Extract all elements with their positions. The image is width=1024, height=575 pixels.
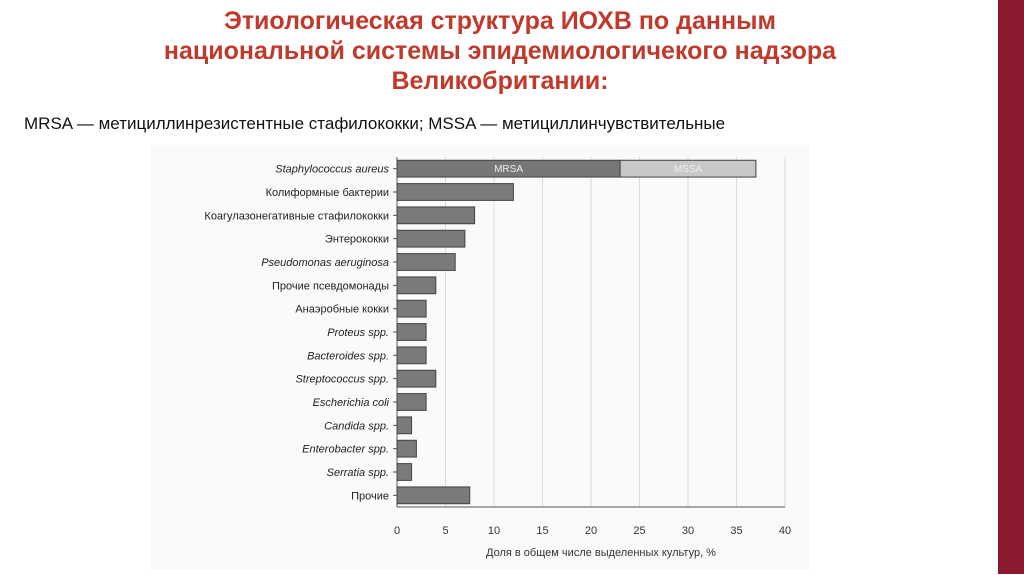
category-label-0: Staphylococcus aureus <box>275 164 389 176</box>
slide-title-line-3: Великобритании: <box>391 67 609 95</box>
category-label-2: Коагулазонегативные стафилококки <box>204 210 389 222</box>
slide-title-line-2: национальной системы эпидемиологичекого … <box>163 37 837 65</box>
bar-7 <box>396 323 427 341</box>
x-tick-label-5: 25 <box>633 525 645 537</box>
bar-4 <box>396 253 456 271</box>
category-label-3: Энтерококки <box>325 234 389 246</box>
bar-6 <box>396 299 427 318</box>
chart-container: 0 5 10 15 20 25 30 35 40 Доля в общем числе выдел… <box>150 145 810 570</box>
category-label-1: Колиформные бактерии <box>266 187 389 199</box>
category-label-14: Прочие <box>351 490 389 502</box>
x-tick-label-0: 0 <box>394 525 400 537</box>
category-label-7: Proteus spp. <box>327 327 389 339</box>
bar-13 <box>396 463 413 481</box>
bar-3 <box>396 229 466 248</box>
x-tick-label-8: 40 <box>779 525 791 537</box>
bar-segment-mssa <box>619 159 757 178</box>
x-tick-label-6: 30 <box>682 525 694 537</box>
bar-10 <box>396 393 427 411</box>
category-label-12: Enterobacter spp. <box>302 444 389 456</box>
x-tick-label-4: 20 <box>585 525 597 537</box>
slide-title-line-1: Этиологическая структура ИОХВ по данным <box>224 7 776 35</box>
bar-8 <box>396 346 427 365</box>
bar-14 <box>396 486 471 505</box>
bar-chart: 0 5 10 15 20 25 30 35 40 Доля в общем числе выдел… <box>204 157 791 559</box>
category-label-5: Прочие псевдомонады <box>272 280 389 292</box>
slide-subtitle: MRSA — метициллинрезистентные стафилокок… <box>24 114 726 133</box>
bar-2 <box>396 206 476 225</box>
bar-12 <box>396 439 417 458</box>
bar-1 <box>396 183 514 201</box>
bar-9 <box>396 369 437 388</box>
bar-11 <box>396 416 413 435</box>
category-label-8: Bacteroides spp. <box>307 350 389 362</box>
category-label-11: Candida spp. <box>324 420 389 432</box>
x-tick-label-1: 5 <box>442 525 448 537</box>
category-label-6: Анаэробные кокки <box>295 304 389 316</box>
category-label-10: Escherichia coli <box>313 397 390 409</box>
category-label-4: Pseudomonas aeruginosa <box>261 257 389 269</box>
category-label-13: Serratia spp. <box>327 467 389 479</box>
slide-title: Этиологическая структура ИОХВ по данным … <box>0 6 1000 96</box>
x-tick-label-2: 10 <box>488 525 500 537</box>
category-label-9: Streptococcus spp. <box>295 374 389 386</box>
side-accent-bar <box>998 0 1024 574</box>
bar-5 <box>396 276 437 295</box>
segment-label-mssa: MSSA <box>674 164 703 175</box>
x-axis-title: Доля в общем числе выделенных культур, % <box>486 547 716 559</box>
segment-label-mrsa: MRSA <box>494 164 523 175</box>
x-tick-label-7: 35 <box>730 525 742 537</box>
x-tick-label-3: 15 <box>536 525 548 537</box>
